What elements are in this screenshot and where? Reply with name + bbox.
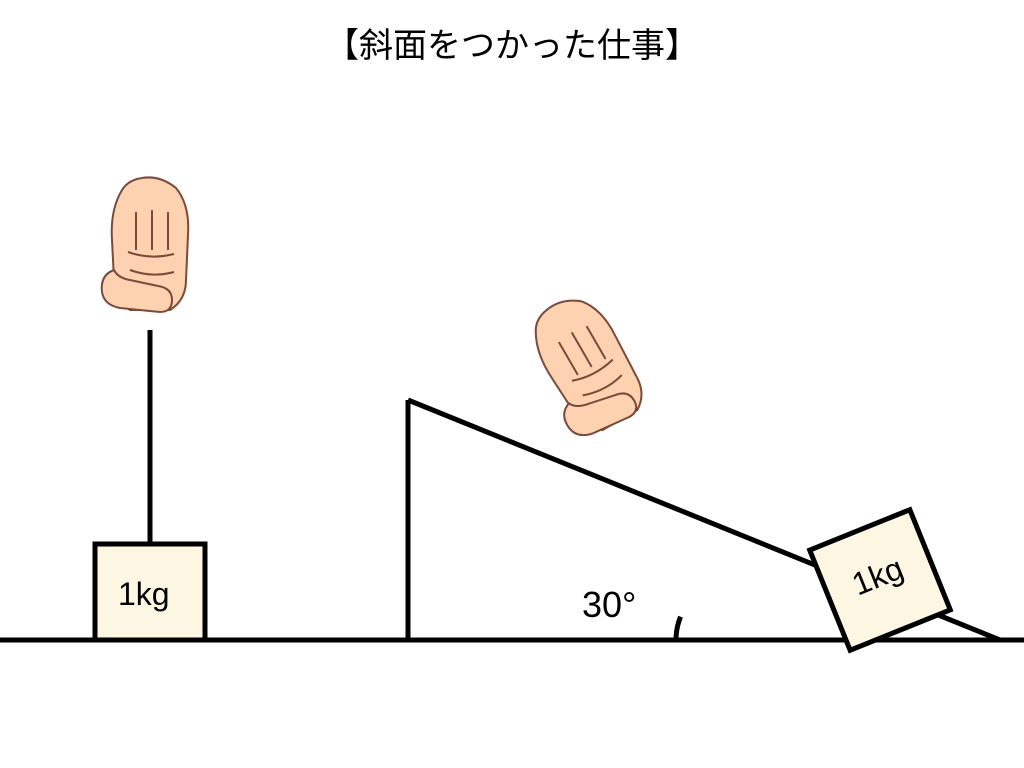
incline-scenario	[408, 286, 1000, 650]
angle-arc	[676, 617, 681, 640]
right-hand-icon	[512, 286, 654, 446]
left-hand-icon	[102, 177, 189, 312]
left-scenario	[95, 177, 205, 640]
left-weight-label: 1kg	[118, 576, 170, 613]
incline-angle-label: 30°	[582, 584, 636, 626]
physics-diagram	[0, 0, 1024, 768]
